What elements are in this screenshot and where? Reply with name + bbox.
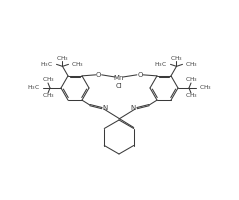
Text: CH$_3$: CH$_3$ <box>42 76 54 84</box>
Text: CH$_3$: CH$_3$ <box>199 84 212 92</box>
Text: H$_3$C: H$_3$C <box>154 60 168 69</box>
Text: Mn: Mn <box>114 75 124 81</box>
Text: O: O <box>96 72 101 78</box>
Text: CH$_3$: CH$_3$ <box>185 76 197 84</box>
Text: CH$_3$: CH$_3$ <box>185 60 198 69</box>
Text: CH$_3$: CH$_3$ <box>42 92 54 100</box>
Text: N: N <box>131 105 136 111</box>
Text: CH$_3$: CH$_3$ <box>71 60 84 69</box>
Text: Cl: Cl <box>116 83 122 89</box>
Text: CH$_3$: CH$_3$ <box>170 54 183 63</box>
Text: O: O <box>137 72 143 78</box>
Text: H$_3$C: H$_3$C <box>40 60 54 69</box>
Text: CH$_3$: CH$_3$ <box>56 54 69 63</box>
Text: H$_3$C: H$_3$C <box>27 84 40 92</box>
Text: N: N <box>103 105 108 111</box>
Text: CH$_3$: CH$_3$ <box>185 92 197 100</box>
